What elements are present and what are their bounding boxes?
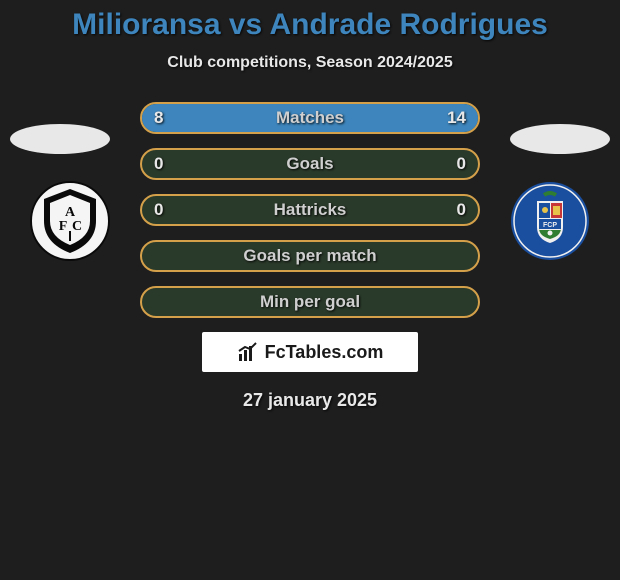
stats-list: 814Matches 00Goals 00Hattricks Goals per ma… — [140, 102, 480, 318]
shield-icon: A F C — [30, 181, 110, 261]
stat-row: 00Goals — [140, 148, 480, 180]
stat-label: Hattricks — [142, 196, 478, 224]
fc-porto-badge: FCP — [500, 178, 600, 263]
stat-label: Min per goal — [142, 288, 478, 316]
subtitle: Club competitions, Season 2024/2025 — [0, 54, 620, 72]
stat-label: Goals — [142, 150, 478, 178]
comparison-card: Milioransa vs Andrade Rodrigues Club com… — [0, 0, 620, 580]
svg-text:C: C — [72, 219, 82, 234]
branding-text: FcTables.com — [265, 342, 384, 363]
svg-text:A: A — [65, 205, 76, 220]
stat-row: 00Hattricks — [140, 194, 480, 226]
date-label: 27 january 2025 — [0, 390, 620, 411]
branding-badge: FcTables.com — [202, 332, 418, 372]
player-silhouette-right — [510, 124, 610, 154]
stat-label: Matches — [142, 104, 478, 132]
stat-row: Min per goal — [140, 286, 480, 318]
chart-icon — [237, 341, 259, 363]
shield-icon: FCP — [510, 181, 590, 261]
academico-viseu-badge: A F C — [20, 178, 120, 263]
svg-text:F: F — [59, 219, 68, 234]
stat-label: Goals per match — [142, 242, 478, 270]
page-title: Milioransa vs Andrade Rodrigues — [0, 8, 620, 42]
stat-row: 814Matches — [140, 102, 480, 134]
svg-text:FCP: FCP — [543, 222, 557, 229]
stat-row: Goals per match — [140, 240, 480, 272]
player-silhouette-left — [10, 124, 110, 154]
